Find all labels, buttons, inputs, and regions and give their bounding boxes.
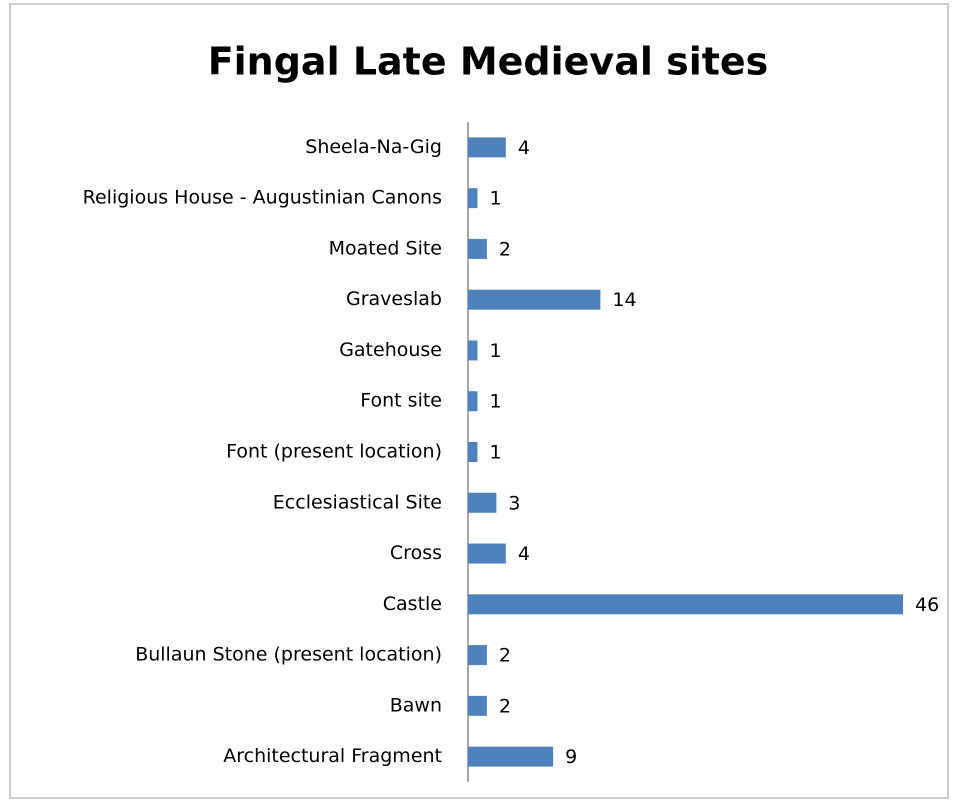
bar — [468, 238, 487, 259]
value-label: 1 — [489, 340, 501, 362]
y-tick-label: Font (present location) — [226, 441, 442, 463]
value-label: 46 — [915, 594, 939, 616]
y-tick-label: Gatehouse — [339, 339, 442, 361]
value-label: 4 — [518, 137, 530, 159]
value-label: 2 — [499, 645, 511, 667]
bar — [468, 137, 506, 158]
y-tick-label: Cross — [390, 542, 442, 564]
y-tick-label: Bullaun Stone (present location) — [135, 644, 442, 666]
value-label: 1 — [489, 188, 501, 210]
y-tick-label: Ecclesiastical Site — [273, 491, 442, 513]
y-tick-label: Moated Site — [329, 237, 442, 259]
bar — [468, 340, 478, 361]
value-label: 1 — [489, 391, 501, 413]
value-label: 2 — [499, 695, 511, 717]
chart-frame — [9, 3, 949, 799]
chart-title: Fingal Late Medieval sites — [208, 40, 769, 84]
y-tick-label: Religious House - Augustinian Canons — [83, 187, 442, 209]
bar — [468, 543, 506, 564]
bar — [468, 492, 497, 513]
bar — [468, 695, 487, 716]
y-tick-label: Sheela-Na-Gig — [305, 136, 442, 158]
y-tick-label: Castle — [383, 593, 442, 615]
bar — [468, 746, 554, 767]
bar — [468, 391, 478, 412]
value-label: 14 — [612, 289, 636, 311]
bar — [468, 594, 903, 615]
value-label: 1 — [489, 442, 501, 464]
value-label: 9 — [565, 746, 577, 768]
value-label: 3 — [508, 492, 520, 514]
bar — [468, 188, 478, 209]
bar — [468, 645, 487, 666]
y-tick-label: Font site — [360, 390, 442, 412]
value-label: 4 — [518, 543, 530, 565]
value-label: 2 — [499, 238, 511, 260]
y-tick-label: Bawn — [390, 694, 442, 716]
bar — [468, 289, 601, 310]
y-tick-label: Graveslab — [346, 288, 442, 310]
y-tick-label: Architectural Fragment — [223, 745, 442, 767]
bar — [468, 442, 478, 462]
